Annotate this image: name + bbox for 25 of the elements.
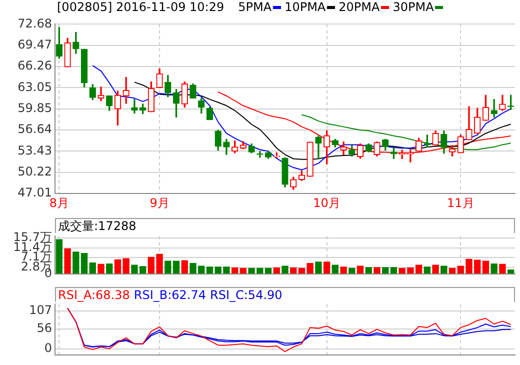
y-tick-label: 59.85: [18, 100, 52, 115]
y-tick-label: 56.64: [18, 122, 52, 136]
text: RSI_C:54.90: [210, 288, 282, 302]
chart-title: 成交量:17288: [58, 219, 136, 233]
legend-label: 30PMA: [392, 0, 434, 14]
x-tick-label: 10月: [313, 196, 340, 210]
y-tick-label: 63.05: [18, 80, 52, 94]
x-tick-label: 8月: [49, 196, 69, 210]
y-tick-label: 0: [44, 340, 52, 355]
x-tick-label: 11月: [446, 196, 474, 210]
chart-title: [002805] 2016-11-09 10:29: [57, 0, 224, 15]
y-tick-label: 50.22: [18, 164, 52, 179]
x-tick-label: 9月: [150, 196, 170, 210]
legend-label: 10PMA: [284, 0, 326, 14]
y-tick-label: 53.43: [18, 143, 52, 158]
legend-label: 20PMA: [338, 0, 380, 14]
y-tick-label: 72.68: [18, 16, 52, 30]
y-tick-label: 56: [36, 321, 52, 336]
text: RSI_B:62.74: [134, 288, 206, 302]
y-tick-label: 69.47: [18, 38, 52, 52]
y-tick-label: 66.26: [18, 58, 52, 73]
y-tick-label: 107: [29, 303, 52, 318]
legend-label: 5PMA: [238, 0, 272, 14]
series-label: RSI_A:68.38: [58, 288, 130, 302]
y-tick-label: 47.01: [18, 186, 52, 200]
